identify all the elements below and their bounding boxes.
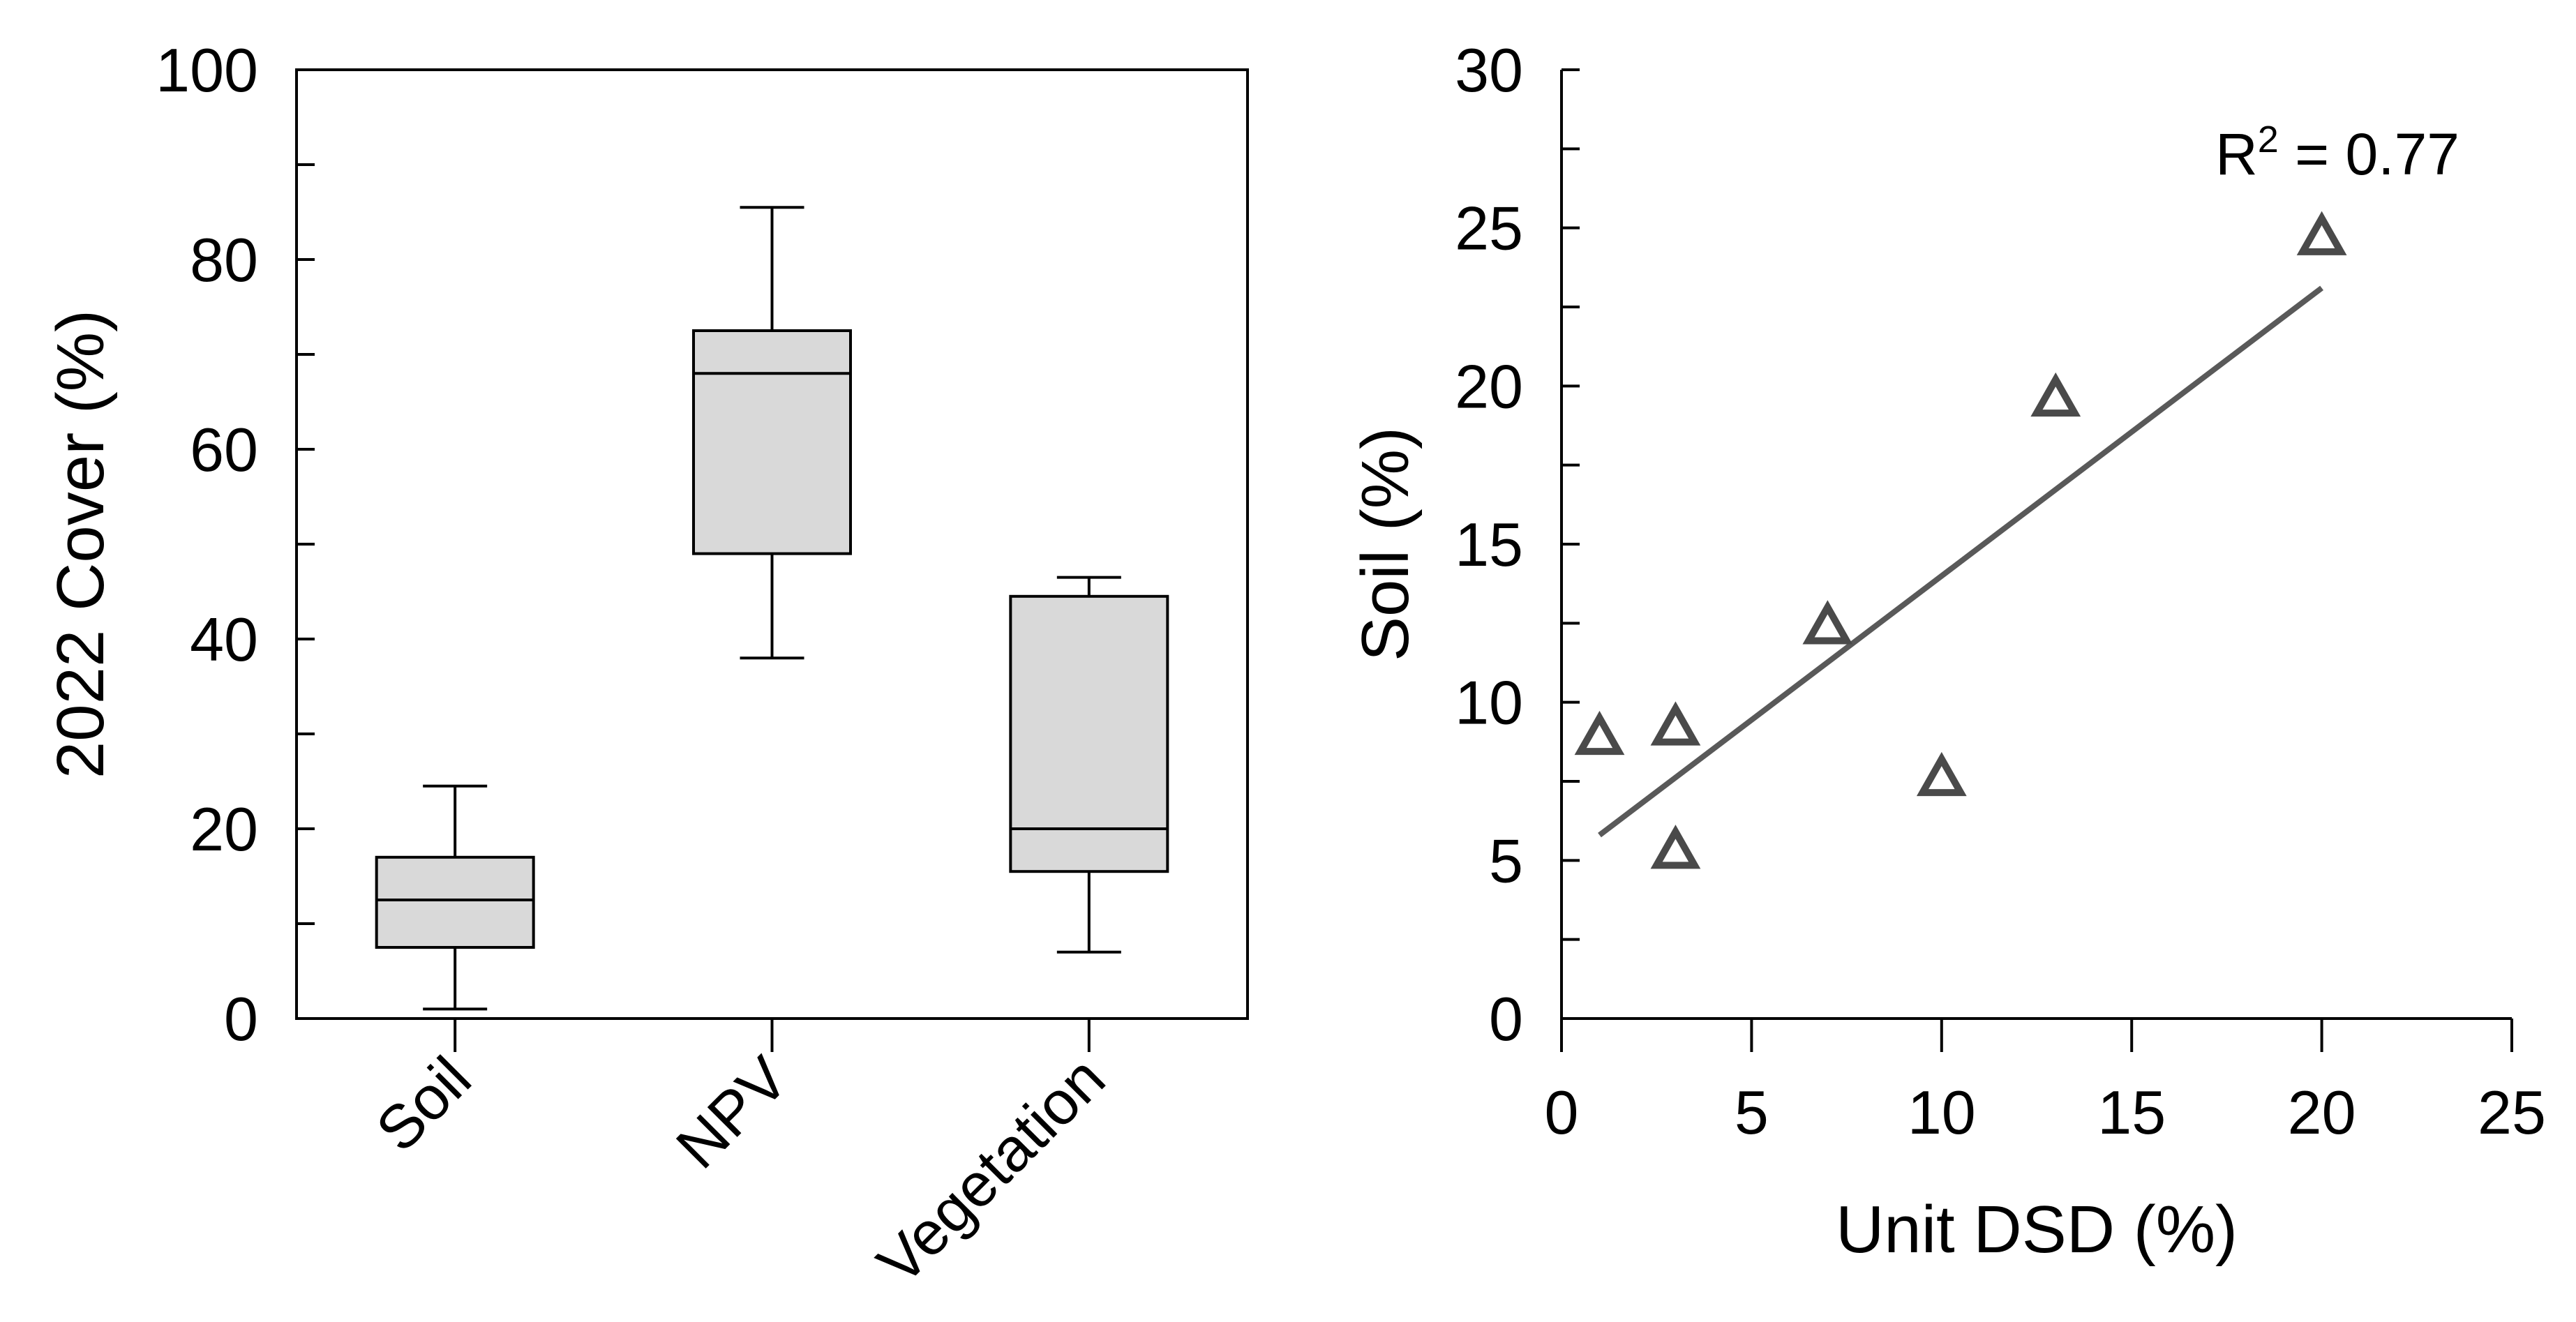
y-tick-label: 15 <box>1455 510 1523 579</box>
y-tick-label: 0 <box>1489 984 1523 1053</box>
x-tick-label: 20 <box>2288 1078 2356 1147</box>
r2-label: R <box>2215 121 2258 187</box>
x-category-label: Soil <box>363 1043 484 1164</box>
y-tick-label: 40 <box>190 605 258 674</box>
box-npv <box>692 206 852 660</box>
x-tick-label: 5 <box>1735 1078 1769 1147</box>
y-tick-label: 0 <box>224 984 258 1053</box>
data-point-triangle <box>1574 710 1625 756</box>
box-plot-chart: 0 20 40 60 80 100 2022 Cover (%) Soil NPV Vegetat… <box>43 36 1249 1298</box>
y-axis-title: Soil (%) <box>1348 427 1423 661</box>
data-point-triangle <box>2030 372 2081 417</box>
iqr-box <box>692 329 852 555</box>
x-category-label: Vegetation <box>864 1043 1118 1297</box>
iqr-box <box>375 855 535 949</box>
data-point-triangle <box>2296 211 2347 255</box>
data-point-triangle <box>1802 600 1853 645</box>
box-vegetation <box>1009 576 1169 954</box>
y-tick-label: 5 <box>1489 826 1523 895</box>
x-tick-label: 15 <box>2097 1078 2166 1147</box>
y-tick-label: 100 <box>156 36 258 105</box>
data-point-triangle <box>1650 825 1701 869</box>
y-tick-label: 20 <box>190 795 258 864</box>
y-tick-label: 20 <box>1455 352 1523 421</box>
box-soil <box>375 784 535 1011</box>
iqr-box <box>1009 594 1169 873</box>
y-tick-label: 10 <box>1455 668 1523 737</box>
y-axis-title: 2022 Cover (%) <box>43 310 118 779</box>
x-category-label: NPV <box>663 1043 801 1181</box>
x-tick-label: 0 <box>1545 1078 1579 1147</box>
data-point-triangle <box>1650 701 1701 746</box>
r2-superscript: 2 <box>2258 119 2279 160</box>
scatter-plot-chart: 0 5 10 15 20 25 30 0 5 10 15 20 25 Unit DSD (%) Soil (… <box>1348 36 2546 1267</box>
y-tick-label: 60 <box>190 415 258 484</box>
x-axis-title: Unit DSD (%) <box>1836 1192 2238 1267</box>
y-tick-label: 25 <box>1455 194 1523 263</box>
data-point-triangle <box>1916 751 1967 797</box>
trendline <box>1598 285 2324 838</box>
x-tick-label: 25 <box>2478 1078 2546 1147</box>
y-tick-label: 80 <box>190 225 258 294</box>
r2-value: = 0.77 <box>2279 121 2459 187</box>
x-tick-label: 10 <box>1908 1078 1976 1147</box>
y-tick-label: 30 <box>1455 36 1523 105</box>
r-squared-annotation: R2 = 0.77 <box>2215 119 2459 187</box>
